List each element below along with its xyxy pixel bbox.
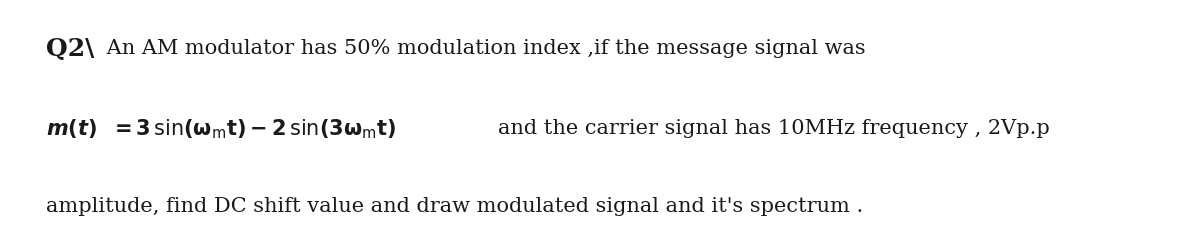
Text: and the carrier signal has 10MHz frequency , 2Vp.p: and the carrier signal has 10MHz frequen… [498,119,1050,138]
Text: Q2\: Q2\ [46,37,94,61]
Text: An AM modulator has 50% modulation index ,if the message signal was: An AM modulator has 50% modulation index… [100,39,865,58]
Text: $\mathbf{=3\,\mathrm{sin}(\omega_{\mathrm{m}}t)-2\,\mathrm{sin}(3\omega_{\mathrm: $\mathbf{=3\,\mathrm{sin}(\omega_{\mathr… [110,117,396,141]
Text: amplitude, find DC shift value and draw modulated signal and it's spectrum .: amplitude, find DC shift value and draw … [46,197,863,216]
Text: $\boldsymbol{m(t)}$: $\boldsymbol{m(t)}$ [46,117,97,140]
